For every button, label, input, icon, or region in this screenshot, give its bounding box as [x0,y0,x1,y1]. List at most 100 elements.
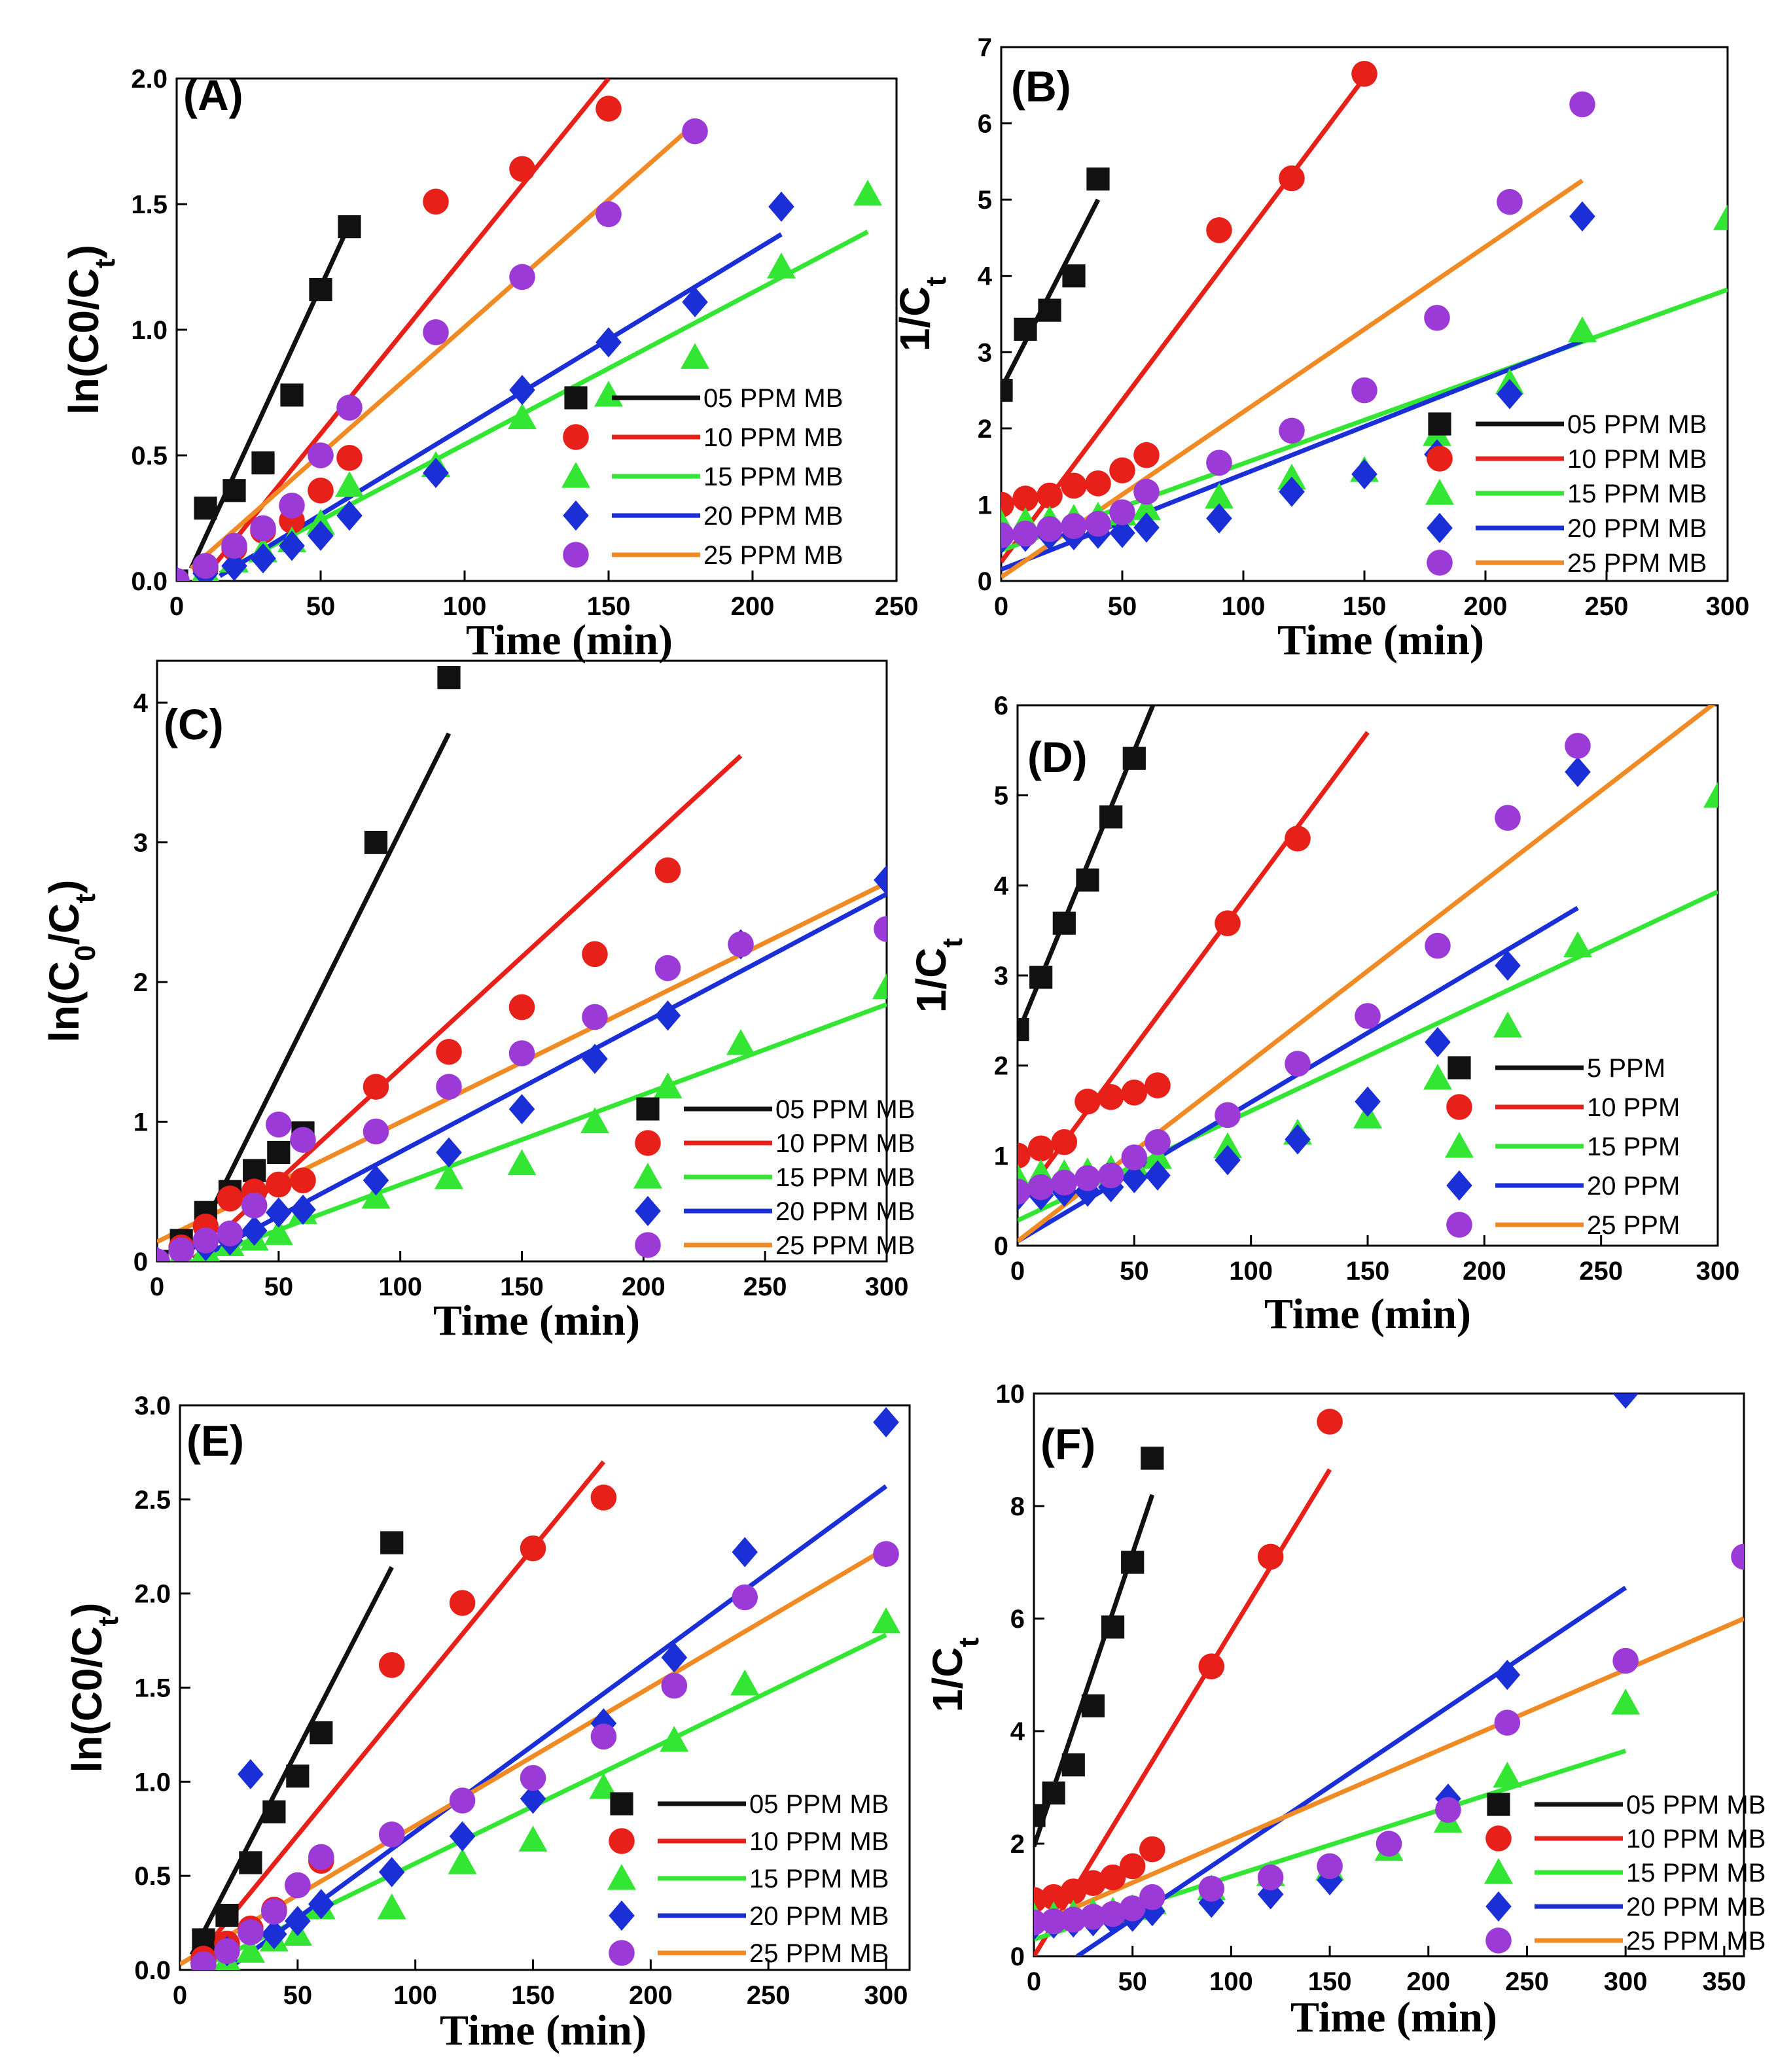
fit-line [184,732,452,1261]
data-point [1215,1102,1241,1129]
data-point [217,1220,243,1247]
data-point [423,457,449,488]
y-tick-label: 2.0 [134,1580,171,1609]
fit-line [219,232,783,578]
legend-entry: 15 PPM MB [703,463,843,491]
data-point [520,1765,546,1791]
y-tick-label: 0.0 [131,567,168,596]
legend-marker [607,1864,636,1890]
data-point [1703,782,1718,808]
x-tick-label: 200 [731,592,775,621]
data-point [1132,494,1161,520]
x-tick-label: 100 [1229,1257,1273,1286]
data-point [1215,1145,1241,1176]
x-tick-label: 250 [1585,592,1629,621]
data-point [1119,1853,1146,1880]
legend-entry: 25 PPM [1587,1211,1680,1240]
data-point [310,1721,333,1745]
y-tick-label: 0.5 [131,442,168,470]
panel-label: (B) [1011,62,1071,111]
data-point [1109,499,1135,525]
legend-marker [1485,1891,1512,1922]
data-point [1051,1129,1078,1155]
y-tick-label: 3 [994,962,1008,991]
legend-marker [1447,1056,1471,1080]
data-point [435,1163,463,1189]
data-point [264,1219,293,1245]
data-point [1099,1901,1126,1927]
legend-entry: 05 PPM MB [703,384,843,413]
data-point [1425,932,1451,959]
data-point [873,1541,899,1568]
data-point [590,1484,617,1511]
y-tick-label: 0 [133,1248,148,1276]
legend-entry: 05 PPM MB [775,1095,915,1124]
data-point [872,973,887,1000]
legend-marker [563,500,589,531]
data-point [266,1171,292,1198]
data-point [1495,805,1521,831]
data-point [520,1535,546,1562]
legend-entry: 20 PPM [1587,1172,1680,1201]
legend-entry: 20 PPM MB [1626,1893,1766,1922]
data-point [1060,1906,1087,1933]
fit-line [219,230,869,576]
legend-entry: 10 PPM [1587,1093,1680,1122]
x-axis-label: Time (min) [1264,1290,1471,1338]
data-point [508,994,535,1021]
y-tick-label: 3.0 [134,1392,171,1420]
data-point [261,1899,287,1925]
data-point [1027,1135,1054,1162]
data-point [436,1137,462,1168]
y-axis-label: ln(C0/Ct) [60,245,121,415]
data-point [1018,1142,1031,1169]
data-point [661,1642,688,1673]
legend-marker [1485,1825,1512,1852]
fit-line [1076,1585,1627,1956]
data-point [1423,1063,1452,1090]
data-point [654,1000,681,1031]
legend-entry: 20 PPM MB [703,502,843,531]
data-point [1061,1753,1085,1777]
data-point [378,1857,405,1888]
legend-marker [1487,1793,1510,1816]
data-point [1040,1884,1067,1910]
data-point [1040,1908,1067,1935]
data-point [279,493,305,519]
data-point [654,857,681,884]
data-point [872,1607,901,1634]
data-point [290,1127,316,1153]
data-point [279,531,305,561]
data-point [221,533,247,559]
data-point [1425,1027,1451,1057]
data-point [236,1937,265,1963]
panel-label: (C) [164,700,224,748]
fit-line [1001,198,1101,390]
data-point [250,543,276,574]
data-point [239,1851,262,1874]
data-point [1060,1878,1087,1905]
data-point [308,442,334,468]
legend-marker [1446,1094,1472,1120]
data-point [1351,459,1377,489]
x-tick-label: 300 [1696,1257,1740,1286]
data-point [681,343,709,369]
data-point [215,1903,239,1927]
legend-marker [1425,479,1454,505]
x-tick-label: 100 [1209,1967,1253,1996]
data-point [448,1848,477,1874]
data-point [1494,1659,1521,1691]
data-point [1424,305,1450,331]
panel-label: (E) [186,1416,244,1465]
data-point [1495,950,1521,981]
data-point [1027,1174,1054,1201]
data-point [290,1167,316,1193]
x-tick-label: 0 [173,1981,187,2010]
data-point [262,1800,286,1823]
data-point [194,497,217,520]
x-tick-label: 250 [747,1981,790,2010]
data-point [241,1192,268,1219]
y-axis-label: 1/Ct [924,1638,985,1713]
x-tick-label: 0 [169,592,184,621]
